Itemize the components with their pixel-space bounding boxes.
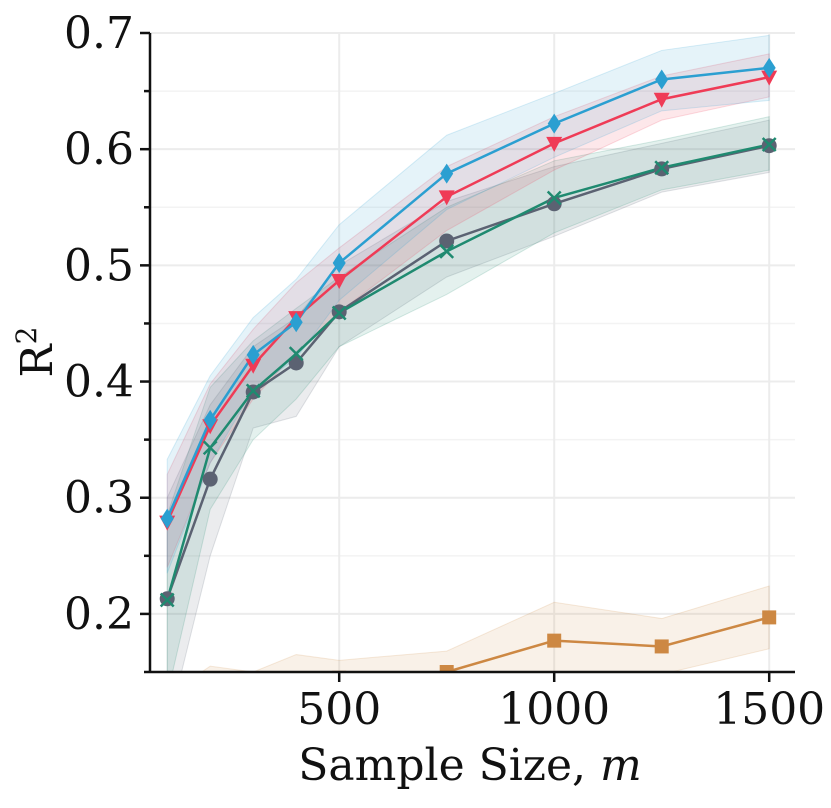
blue-diamonds-point — [440, 163, 454, 184]
x-tick-label: 500 — [297, 684, 381, 735]
orange-squares-point — [654, 639, 669, 654]
y-tick-label: 0.5 — [64, 240, 134, 291]
orange-squares-line — [423, 616, 770, 672]
red-triangles-point — [245, 358, 262, 374]
grey-circles-point — [288, 355, 304, 371]
orange-squares-point — [547, 633, 562, 648]
blue-diamonds-point — [246, 344, 260, 365]
orange-squares-point — [246, 688, 260, 702]
x-tick-label: 1000 — [498, 684, 610, 735]
confidence-bands — [166, 34, 770, 672]
green-crosses-point — [439, 244, 455, 259]
axes — [148, 33, 795, 674]
red-triangles-point — [761, 70, 778, 86]
y-tick-label: 0.4 — [64, 357, 134, 408]
red-triangles-point — [653, 92, 670, 108]
green-crosses-point — [202, 440, 218, 456]
red-triangles-point — [331, 273, 348, 289]
blue-diamonds-point — [289, 312, 303, 333]
green-crosses-point — [245, 383, 261, 399]
series-markers — [159, 57, 778, 737]
grey-circles-point — [439, 233, 455, 249]
grid — [150, 32, 795, 673]
blue-diamonds-point — [655, 69, 669, 90]
green-crosses-point — [288, 346, 304, 362]
y-tick-label: 0.6 — [64, 124, 134, 175]
green-crosses-point — [546, 190, 562, 206]
x-axis-label: Sample Size, m — [298, 740, 642, 791]
red-triangles-point — [546, 136, 563, 152]
blue-diamonds-point — [160, 508, 174, 529]
orange-squares-band — [200, 585, 770, 672]
blue-diamonds-point — [332, 253, 346, 274]
ticks: 0.2 0.3 0.4 0.5 0.6 0.7 500 1000 1500 — [64, 8, 825, 735]
orange-squares-point — [439, 665, 454, 672]
blue-diamonds-point — [762, 57, 776, 78]
green-crosses-point — [331, 305, 347, 321]
blue-diamonds-point — [547, 113, 561, 134]
y-tick-label: 0.3 — [64, 473, 134, 524]
grey-circles-point — [202, 471, 218, 487]
green-crosses-point — [761, 137, 777, 152]
green-crosses-point — [654, 160, 670, 176]
red-triangles-point — [438, 190, 455, 206]
orange-squares-point — [762, 610, 777, 625]
y-tick-label: 0.7 — [64, 8, 134, 59]
green-crosses-point — [159, 592, 175, 608]
orange-squares-point — [203, 700, 217, 714]
blue-diamonds-point — [203, 409, 217, 430]
y-tick-label: 0.2 — [64, 589, 134, 640]
x-tick-label: 1500 — [713, 684, 825, 735]
y-axis-label: R2 — [10, 327, 63, 378]
green-crosses-band — [166, 116, 770, 672]
orange-squares-point — [160, 723, 174, 737]
